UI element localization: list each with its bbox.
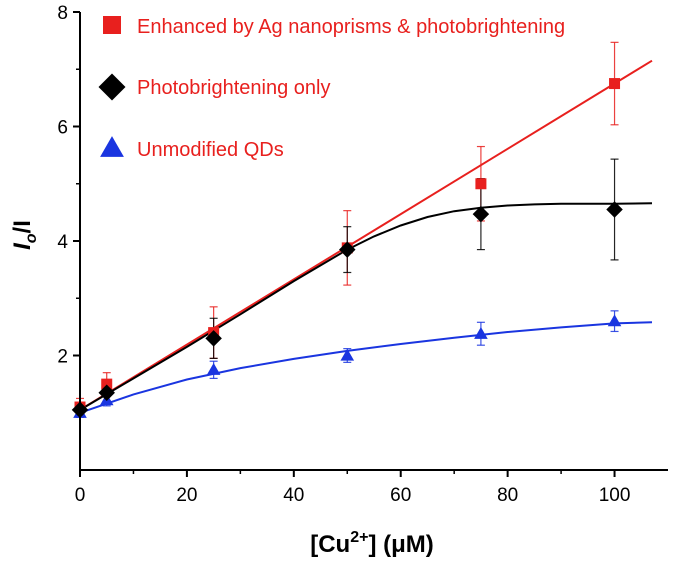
x-tick-label: 20	[176, 485, 197, 506]
data-point-photobrightening	[472, 205, 490, 223]
legend-label-enhanced: Enhanced by Ag nanoprisms & photobrighte…	[137, 16, 565, 38]
x-tick-label: 40	[283, 485, 304, 506]
data-point-photobrightening	[339, 241, 356, 258]
legend-marker-photobrightening	[98, 73, 126, 101]
data-point-unmodified	[607, 314, 622, 327]
data-point-unmodified	[474, 326, 488, 339]
data-point-unmodified	[340, 348, 355, 361]
data-point-photobrightening	[205, 330, 222, 347]
x-tick-label: 0	[75, 485, 86, 506]
x-tick-label: 80	[497, 485, 518, 506]
data-point-enhanced	[475, 178, 487, 190]
legend-marker-enhanced	[103, 16, 121, 34]
data-point-unmodified	[206, 363, 221, 375]
tick-labels: 0 20 40 60 80 100 2 4 6 8	[57, 3, 630, 506]
x-axis-title: [Cu2+] (μM)	[310, 529, 434, 558]
data-point-enhanced	[609, 78, 621, 90]
y-tick-label: 4	[57, 232, 68, 253]
y-tick-label: 6	[57, 118, 68, 139]
legend-marker-unmodified	[100, 136, 124, 157]
fit-line-enhanced	[79, 59, 653, 411]
fit-line-photobrightening	[79, 202, 653, 411]
fit-lines	[79, 59, 653, 414]
y-tick-label: 8	[57, 3, 68, 24]
axes	[73, 11, 668, 477]
fit-line-unmodified	[79, 321, 653, 414]
data-point-enhanced	[101, 378, 113, 390]
legend-label-unmodified: Unmodified QDs	[137, 139, 284, 161]
x-tick-label: 100	[599, 485, 631, 506]
y-tick-label: 2	[57, 347, 68, 368]
y-axis-title: Io/I	[9, 220, 40, 250]
data-point-photobrightening	[606, 201, 623, 218]
x-tick-label: 60	[390, 485, 411, 506]
legend: Enhanced by Ag nanoprisms & photobrighte…	[98, 16, 565, 161]
legend-label-photobrightening: Photobrightening only	[137, 77, 330, 99]
data-point-photobrightening	[98, 384, 115, 401]
